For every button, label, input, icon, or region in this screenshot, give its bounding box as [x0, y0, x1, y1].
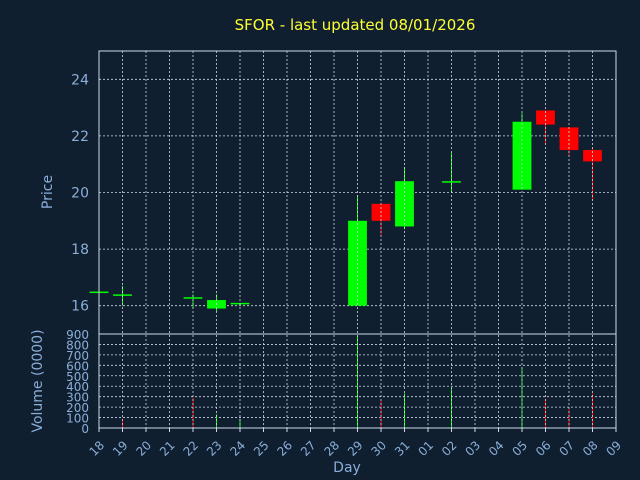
volume-tick-label: 600 [66, 359, 89, 373]
day-tick-label: 19 [110, 438, 131, 459]
day-tick-label: 07 [556, 438, 577, 459]
volume-axis-label: Volume (0000) [30, 329, 46, 432]
day-tick-label: 27 [298, 438, 319, 459]
volume-tick-label: 800 [66, 338, 89, 352]
volume-tick-label: 0 [81, 422, 89, 436]
day-tick-label: 31 [392, 438, 413, 459]
candle-body [536, 110, 555, 125]
day-tick-label: 30 [368, 438, 389, 459]
day-axis-label: Day [333, 460, 361, 476]
price-tick-label: 24 [71, 72, 89, 88]
price-tick-label: 16 [71, 299, 89, 315]
day-tick-label: 08 [580, 438, 601, 459]
price-tick-label: 18 [71, 242, 89, 258]
price-panel: 16 18 20 22 24 [71, 50, 617, 335]
day-tick-label: 29 [345, 438, 366, 459]
day-tick-label: 06 [533, 438, 554, 459]
volume-tick-label: 500 [66, 370, 89, 384]
volume-tick-label: 100 [66, 412, 89, 426]
volume-tick-label: 300 [66, 391, 89, 405]
day-tick-label: 23 [204, 438, 225, 459]
volume-tick-label: 400 [66, 380, 89, 394]
candle-body [183, 297, 203, 299]
volume-tick-label: 900 [66, 328, 89, 342]
day-tick-label: 05 [509, 438, 530, 459]
day-tick-label: 01 [415, 438, 436, 459]
day-tick-label: 03 [462, 438, 483, 459]
day-tick-label: 25 [251, 438, 272, 459]
day-tick-label: 22 [180, 438, 201, 459]
day-tick-label: 04 [486, 438, 507, 459]
day-tick-label: 20 [133, 438, 154, 459]
price-axis-label: Price [40, 175, 56, 209]
day-tick-label: 26 [274, 438, 295, 459]
day-tick-label: 24 [227, 438, 248, 459]
volume-tick-label: 200 [66, 401, 89, 415]
day-tick-label: 09 [603, 438, 624, 459]
day-tick-label: 21 [157, 438, 178, 459]
day-tick-label: 28 [321, 438, 342, 459]
price-tick-label: 22 [71, 129, 89, 145]
chart-title: SFOR - last updated 08/01/2026 [235, 16, 476, 34]
volume-tick-label: 700 [66, 349, 89, 363]
candle-body [559, 127, 579, 151]
candle-body [442, 181, 461, 183]
price-tick-label: 20 [71, 186, 89, 202]
day-tick-label: 18 [86, 438, 107, 459]
day-tick-label: 02 [439, 438, 460, 459]
